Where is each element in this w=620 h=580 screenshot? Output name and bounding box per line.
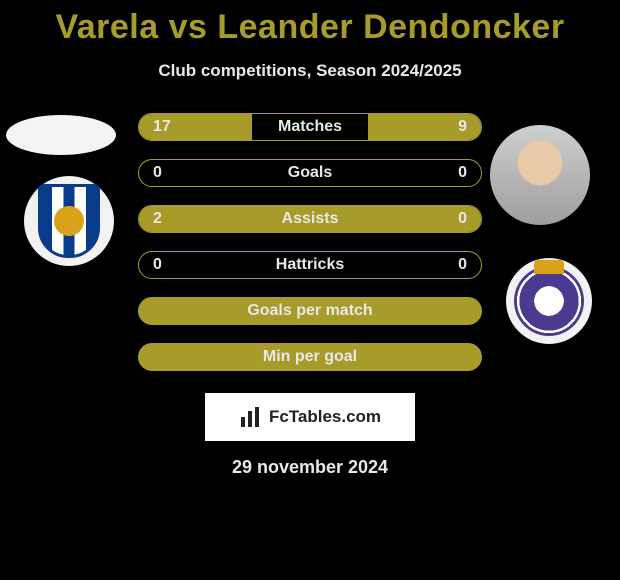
stat-left-value: 0 [153,164,162,182]
stat-right-value: 0 [458,256,467,274]
stat-row-goals: 0 Goals 0 [138,159,482,187]
branding-box: FcTables.com [205,393,415,441]
stat-label: Goals [288,164,332,182]
stat-label: Goals per match [247,302,372,320]
stat-row-goals-per-match: Goals per match [138,297,482,325]
porto-crest-icon [38,184,100,258]
stat-left-value: 2 [153,210,162,228]
stat-label: Matches [278,118,342,136]
stat-row-min-per-goal: Min per goal [138,343,482,371]
subtitle: Club competitions, Season 2024/2025 [0,61,620,81]
player-left-avatar [6,115,116,155]
bar-chart-icon [239,405,263,429]
stat-left-value: 0 [153,256,162,274]
club-left-crest [24,176,114,266]
player-face-icon [490,125,590,225]
anderlecht-crest-icon [514,266,584,336]
stat-row-hattricks: 0 Hattricks 0 [138,251,482,279]
stat-label: Hattricks [276,256,344,274]
player-right-avatar [490,125,590,225]
stat-row-matches: 17 Matches 9 [138,113,482,141]
stat-right-value: 0 [458,164,467,182]
stat-row-assists: 2 Assists 0 [138,205,482,233]
club-right-crest [506,258,592,344]
stat-right-value: 9 [458,118,467,136]
stat-label: Assists [282,210,339,228]
stat-label: Min per goal [263,348,357,366]
stat-right-value: 0 [458,210,467,228]
stat-left-value: 17 [153,118,171,136]
page-title: Varela vs Leander Dendoncker [0,0,620,47]
footer-date: 29 november 2024 [0,457,620,478]
branding-text: FcTables.com [269,407,381,427]
